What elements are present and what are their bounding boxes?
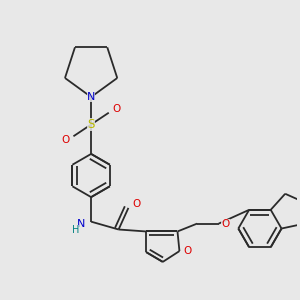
Text: O: O [183,246,191,256]
Text: O: O [132,199,140,209]
Text: O: O [221,219,230,229]
Text: N: N [77,219,86,229]
Text: H: H [72,226,79,236]
Text: S: S [87,118,95,131]
Text: O: O [112,104,121,114]
Text: O: O [61,135,70,145]
Text: N: N [87,92,95,102]
